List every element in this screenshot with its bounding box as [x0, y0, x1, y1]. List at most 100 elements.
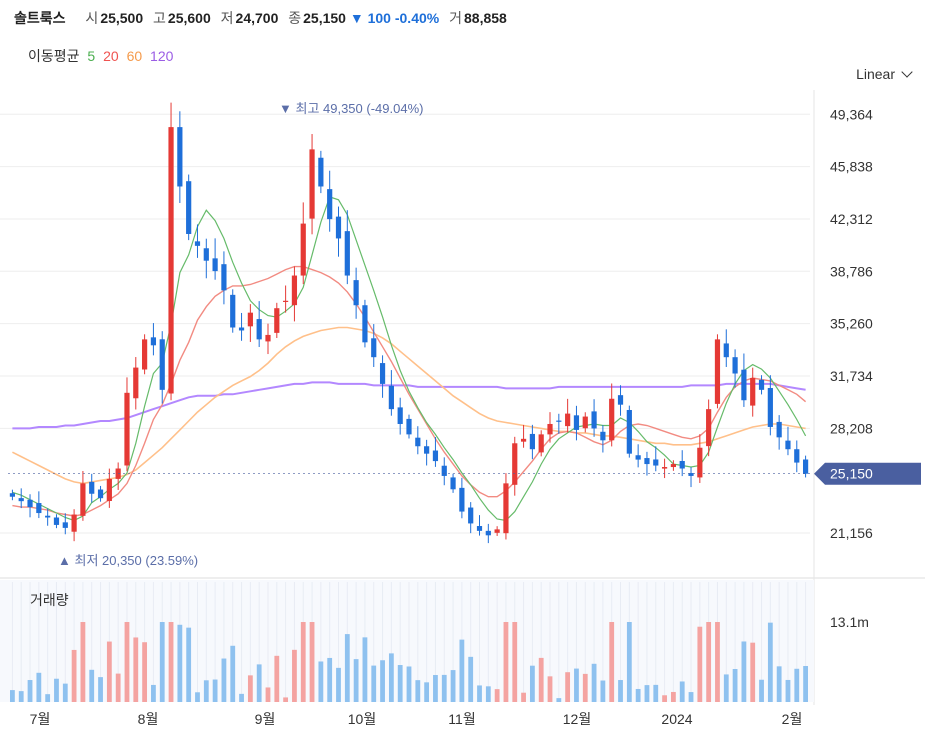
candle-body	[424, 446, 430, 454]
candle-body	[397, 407, 403, 424]
volume-bar	[574, 668, 579, 702]
candle-body	[388, 385, 394, 410]
candle-body	[794, 449, 800, 463]
candle-body	[538, 434, 544, 453]
volume-bar	[794, 668, 800, 702]
volume-bar	[54, 678, 59, 702]
candle-body	[450, 477, 456, 490]
candle-body	[283, 300, 289, 302]
volume-bar	[679, 681, 685, 702]
candle-body	[238, 327, 245, 331]
moving-average-label: 이동평균	[28, 48, 80, 64]
candle-body	[274, 308, 280, 333]
volume-bar	[732, 669, 738, 702]
ma120-legend[interactable]: 120	[150, 48, 174, 64]
candle-body	[265, 334, 271, 342]
volume-tick-label: 13.1m	[830, 614, 869, 630]
volume-bar	[62, 683, 68, 702]
volume-bar	[477, 685, 482, 702]
candle-body	[106, 478, 112, 501]
current-price-tag	[814, 462, 921, 485]
candle-body	[600, 431, 606, 441]
volume-bar	[750, 642, 756, 702]
candle-body	[150, 337, 157, 346]
candle-body	[221, 264, 227, 291]
volume-bar	[538, 657, 544, 702]
candle-body	[415, 437, 421, 447]
volume-bar	[706, 622, 712, 702]
candle-body	[53, 517, 60, 525]
volume-bar	[767, 622, 773, 702]
volume-bar	[450, 670, 456, 702]
candle-body	[291, 275, 298, 306]
open-label: 시	[85, 10, 99, 26]
ma5-legend[interactable]: 5	[87, 48, 96, 64]
volume-bar	[424, 682, 430, 702]
candle-body	[353, 280, 359, 306]
volume-bar	[644, 685, 650, 702]
moving-average-legend: 이동평균 5 20 60 120	[28, 46, 177, 66]
candle-body	[476, 526, 483, 531]
candle-body	[750, 377, 756, 406]
volume-bar	[600, 680, 606, 702]
x-tick-label: 9월	[255, 711, 276, 727]
candle-body	[512, 443, 518, 485]
volume-bar	[397, 665, 403, 702]
volume-bar	[635, 688, 641, 702]
volume-bar	[142, 642, 148, 702]
candle-body	[441, 465, 447, 476]
volume-bar	[18, 691, 24, 702]
ma20-legend[interactable]: 20	[103, 48, 119, 64]
volume-bar	[336, 667, 341, 702]
y-tick-label: 42,312	[830, 211, 873, 227]
volume-bar	[133, 637, 139, 702]
y-tick-label: 45,838	[830, 159, 873, 175]
y-tick-label: 35,260	[830, 316, 873, 332]
candle-body	[565, 413, 571, 427]
volume-bar	[159, 622, 165, 702]
volume-bar	[80, 622, 86, 702]
open-value: 25,500	[100, 10, 144, 26]
candle-body	[661, 467, 668, 469]
candle-body	[371, 338, 377, 358]
candle-body	[503, 483, 509, 534]
candle-body	[203, 248, 209, 261]
candle-body	[124, 392, 130, 466]
candle-body	[362, 305, 368, 343]
volume-bar	[503, 622, 509, 702]
y-tick-label: 28,208	[830, 420, 873, 436]
volume-bar	[239, 693, 244, 702]
volume-bar	[468, 656, 474, 702]
candle-body	[142, 339, 148, 370]
volume-bar	[106, 641, 112, 702]
candle-body	[71, 514, 77, 532]
volume-bar	[459, 639, 465, 702]
volume-bar	[670, 691, 676, 702]
candle-body	[556, 420, 562, 422]
y-tick-label: 31,734	[830, 368, 873, 384]
candle-body	[36, 503, 42, 514]
candle-body	[547, 423, 553, 435]
candle-body	[89, 481, 95, 494]
volume-bars	[10, 622, 808, 702]
change-percent: -0.40%	[394, 10, 440, 26]
volume-bar	[662, 695, 667, 702]
volume-bar	[256, 664, 262, 702]
volume-bar	[512, 622, 518, 702]
x-tick-label: 2월	[782, 711, 803, 727]
x-tick-label: 11월	[448, 711, 475, 727]
candle-body	[327, 189, 333, 220]
ma60-legend[interactable]: 60	[126, 48, 143, 64]
volume-bar	[265, 687, 271, 702]
y-tick-label: 38,786	[830, 263, 873, 279]
volume-bar	[529, 665, 535, 702]
candle-body	[468, 507, 474, 524]
scale-selector[interactable]: Linear	[856, 66, 913, 82]
volume-bar	[776, 666, 782, 702]
current-price-label: 25,150	[830, 466, 873, 482]
volume-bar	[441, 674, 447, 702]
quote-header: 솔트룩스 시 25,500 고 25,600 저 24,700 종 25,150 ▼ 1…	[14, 8, 507, 28]
candle-body	[18, 498, 24, 502]
volume-bar	[98, 677, 103, 702]
